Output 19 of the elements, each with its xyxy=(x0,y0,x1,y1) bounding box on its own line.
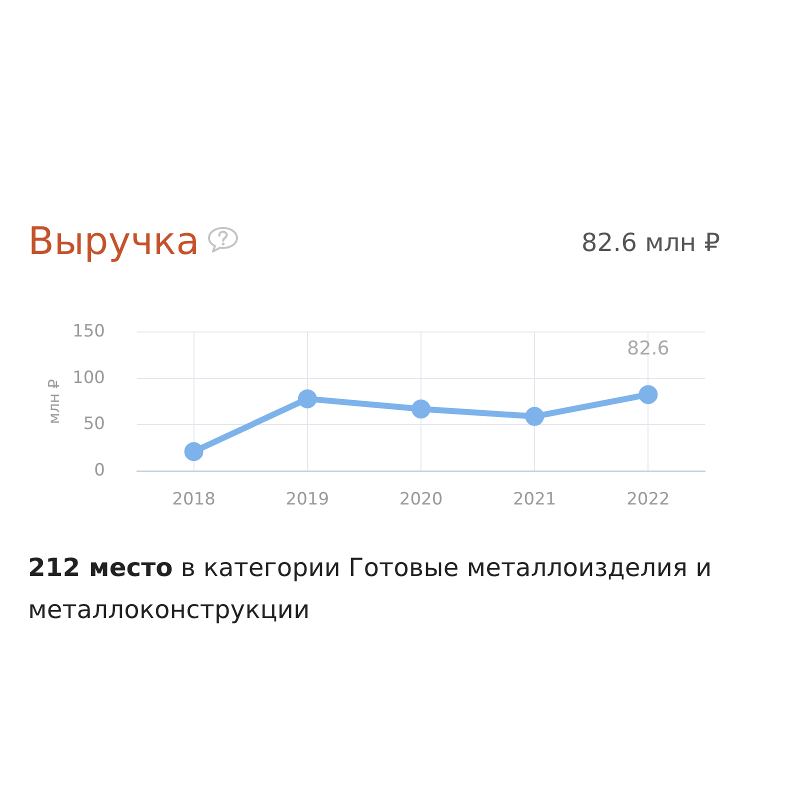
y-tick-label: 0 xyxy=(94,460,105,480)
x-tick-label: 2020 xyxy=(399,490,443,510)
x-tick-label: 2022 xyxy=(626,490,670,510)
point xyxy=(412,400,430,419)
x-tick-label: 2018 xyxy=(172,490,216,510)
point xyxy=(638,385,658,404)
y-tick-label: 50 xyxy=(83,414,105,434)
point xyxy=(298,389,317,408)
y-tick-label: 150 xyxy=(72,322,105,342)
point xyxy=(184,442,204,462)
chart-title: Выручка xyxy=(28,218,200,264)
x-tick-label: 2021 xyxy=(512,490,556,510)
point xyxy=(525,406,544,426)
data-label: 82.6 xyxy=(627,338,670,360)
y-tick-label: 100 xyxy=(72,368,105,388)
x-tick-label: 2019 xyxy=(286,490,330,510)
y-axis-title: млн ₽ xyxy=(44,378,63,424)
text: 212 место в категории Готовые металлоизделия и металлоконструкции xyxy=(28,553,712,624)
chart-subtitle: 82.6 млн ₽ xyxy=(581,228,720,258)
